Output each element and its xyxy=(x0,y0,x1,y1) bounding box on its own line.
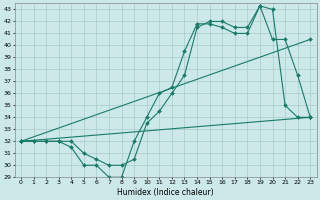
X-axis label: Humidex (Indice chaleur): Humidex (Indice chaleur) xyxy=(117,188,214,197)
